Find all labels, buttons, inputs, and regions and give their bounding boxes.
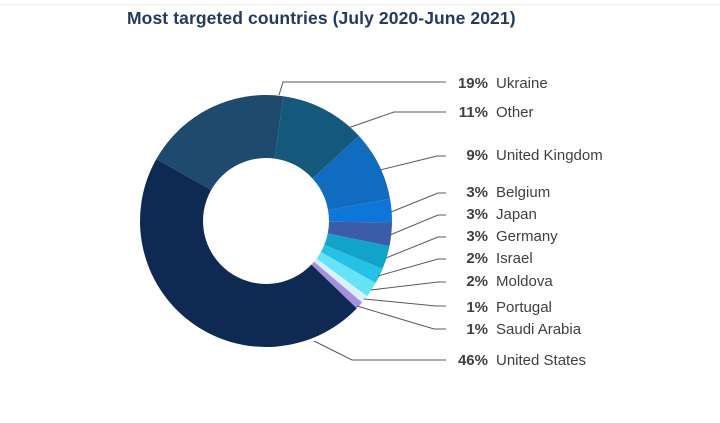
callout-percent: 11% bbox=[458, 104, 488, 121]
callout-moldova: 2% Moldova bbox=[452, 272, 553, 292]
callout-japan: 3% Japan bbox=[452, 205, 537, 225]
callout-country-name: Portugal bbox=[496, 299, 552, 316]
callout-percent: 3% bbox=[466, 184, 488, 201]
leader-line-belgium bbox=[390, 192, 446, 213]
callout-country-name: Saudi Arabia bbox=[496, 321, 582, 338]
callout-country-name: Moldova bbox=[496, 273, 553, 290]
callout-percent: 2% bbox=[466, 250, 488, 267]
callout-country-name: Other bbox=[496, 104, 534, 121]
leader-line-portugal bbox=[363, 298, 446, 307]
slice-japan bbox=[327, 221, 392, 247]
slice-ukraine bbox=[156, 95, 284, 190]
slice-other bbox=[274, 96, 359, 179]
callout-percent: 3% bbox=[466, 206, 488, 223]
callout-percent: 2% bbox=[466, 273, 488, 290]
leader-line-united-states bbox=[313, 340, 446, 361]
callout-country-name: Germany bbox=[496, 228, 558, 245]
callout-percent: 46% bbox=[457, 352, 488, 369]
leader-lines bbox=[278, 81, 446, 361]
leader-line-israel bbox=[377, 258, 446, 277]
callout-percent: 3% bbox=[466, 228, 488, 245]
chart-title: Most targeted countries (July 2020-June … bbox=[127, 8, 516, 28]
callout-germany: 3% Germany bbox=[452, 227, 558, 247]
leader-line-saudi-arabia bbox=[356, 305, 446, 330]
callout-saudi-arabia: 1% Saudi Arabia bbox=[452, 320, 581, 340]
callout-country-name: Ukraine bbox=[496, 75, 548, 92]
slice-portugal bbox=[314, 258, 368, 303]
leader-line-ukraine bbox=[278, 81, 446, 96]
callout-ukraine: 19% Ukraine bbox=[452, 74, 548, 94]
slice-united-kingdom bbox=[312, 135, 391, 210]
callout-percent: 9% bbox=[466, 147, 488, 164]
callout-country-name: Japan bbox=[496, 206, 537, 223]
callout-united-kingdom: 9% United Kingdom bbox=[452, 146, 603, 166]
callout-country-name: United States bbox=[496, 352, 587, 369]
slice-belgium bbox=[328, 198, 392, 223]
slice-germany bbox=[324, 233, 390, 269]
callout-percent: 1% bbox=[466, 299, 488, 316]
leader-line-united-kingdom bbox=[379, 155, 446, 171]
callout-belgium: 3% Belgium bbox=[452, 183, 550, 203]
callout-united-states: 46% United States bbox=[452, 351, 586, 371]
callout-country-name: Israel bbox=[496, 250, 533, 267]
donut-slices bbox=[140, 95, 392, 347]
callout-country-name: Belgium bbox=[496, 184, 551, 201]
slice-saudi-arabia bbox=[311, 261, 363, 309]
top-divider-line bbox=[0, 4, 720, 5]
slice-israel bbox=[320, 244, 383, 284]
leader-line-japan bbox=[389, 214, 446, 236]
slice-united-states bbox=[140, 158, 357, 347]
callout-portugal: 1% Portugal bbox=[452, 298, 552, 318]
callout-other: 11% Other bbox=[452, 103, 534, 123]
leader-line-moldova bbox=[370, 281, 446, 291]
callout-israel: 2% Israel bbox=[452, 249, 533, 269]
leader-line-other bbox=[347, 111, 446, 129]
leader-line-germany bbox=[385, 236, 446, 259]
callout-percent: 1% bbox=[466, 321, 488, 338]
callout-percent: 19% bbox=[457, 75, 488, 92]
slice-moldova bbox=[316, 252, 376, 297]
callout-country-name: United Kingdom bbox=[496, 147, 603, 164]
